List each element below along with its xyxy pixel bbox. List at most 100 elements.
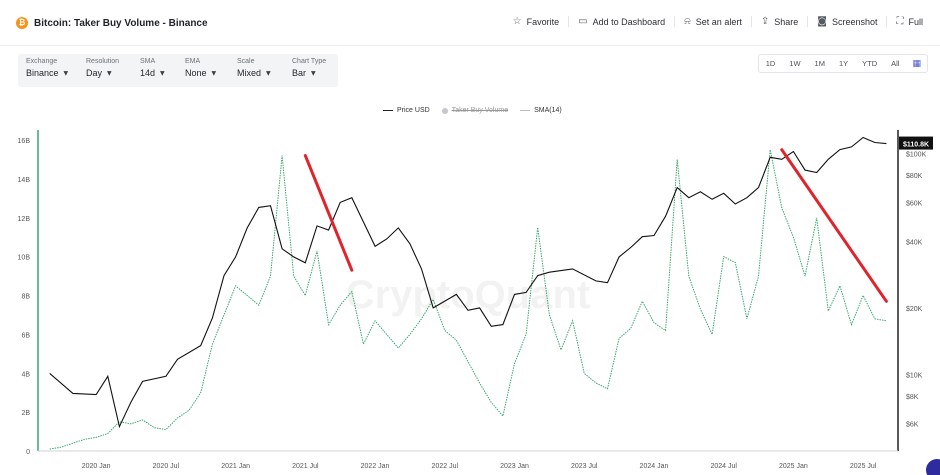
ema-select[interactable]: EMA None ▼ (177, 54, 229, 87)
share-icon: ⇪ (760, 16, 770, 27)
fullscreen-button[interactable]: ⛶ Full (886, 16, 932, 27)
page-title: Bitcoin: Taker Buy Volume - Binance (34, 17, 208, 29)
x-tick-label: 2021 Jul (292, 463, 319, 470)
price-series-line (49, 136, 887, 429)
star-icon: ☆ (512, 16, 522, 27)
range-selector: 1D 1W 1M 1Y YTD All ▦ (757, 54, 928, 73)
x-tick-label: 2024 Jul (710, 463, 737, 470)
chart-type-value: Bar (292, 68, 307, 78)
favorite-button[interactable]: ☆ Favorite (504, 16, 568, 27)
ema-value: None (185, 68, 207, 78)
range-1y-button[interactable]: 1Y (838, 59, 849, 68)
screenshot-label: Screenshot (831, 16, 878, 27)
bell-icon: ⍾ (684, 16, 691, 27)
sma-select[interactable]: SMA 14d ▼ (132, 54, 177, 87)
range-all-button[interactable]: All (891, 59, 900, 68)
dashboard-icon: ▭ (578, 16, 588, 27)
chat-bubble-icon[interactable] (926, 459, 940, 475)
resolution-value: Day (86, 68, 103, 78)
x-tick-label: 2023 Jan (500, 463, 529, 470)
legend-price-label: Price USD (397, 107, 430, 114)
right-tick-label: $100K (906, 151, 927, 158)
scale-select[interactable]: Scale Mixed ▼ (229, 54, 284, 87)
price-badge-bg (899, 136, 933, 150)
screenshot-button[interactable]: ◙ Screenshot (807, 16, 886, 27)
left-tick-label: 0 (26, 449, 30, 456)
x-tick-label: 2020 Jul (153, 463, 180, 470)
sma-series-line (49, 149, 887, 450)
sma-value: 14d (140, 68, 156, 78)
set-alert-label: Set an alert (695, 16, 742, 27)
left-tick-label: 16B (18, 138, 31, 145)
scale-label: Scale (237, 58, 255, 65)
legend-sma[interactable]: SMA(14) (520, 107, 562, 114)
left-tick-label: 10B (18, 255, 31, 262)
camera-icon: ◙ (817, 16, 827, 27)
resolution-select[interactable]: Resolution Day ▼ (78, 54, 132, 87)
calendar-icon[interactable]: ▦ (912, 58, 921, 69)
chevron-down-icon: ▼ (160, 69, 165, 77)
sma-label: SMA (140, 58, 156, 65)
left-tick-label: 12B (18, 216, 31, 223)
legend-sma-swatch (520, 110, 531, 111)
right-tick-label: $80K (906, 173, 923, 180)
chart-plot: CryptoQuant02B4B6B8B10B12B14B16B$6K$8K$1… (18, 130, 933, 470)
chart-controls: Exchange Binance ▼ Resolution Day ▼ SMA 14… (18, 54, 338, 87)
chart-legend: Price USD Taker Buy Volume SMA(14) (383, 107, 562, 114)
x-tick-label: 2022 Jul (432, 463, 459, 470)
scale-value: Mixed (237, 68, 262, 78)
share-button[interactable]: ⇪ Share (750, 16, 807, 27)
price-badge: $110.8K (903, 142, 929, 149)
resolution-label: Resolution (86, 58, 120, 65)
x-tick-label: 2021 Jan (221, 463, 250, 470)
exchange-select[interactable]: Exchange Binance ▼ (18, 54, 78, 87)
legend-price[interactable]: Price USD (383, 107, 430, 114)
right-tick-label: $60K (906, 200, 923, 207)
legend-volume[interactable]: Taker Buy Volume (441, 107, 509, 114)
chart-type-label: Chart Type (292, 58, 327, 65)
right-tick-label: $8K (906, 394, 919, 401)
trend-line (780, 148, 888, 303)
right-tick-label: $40K (906, 239, 923, 246)
legend-volume-swatch (441, 107, 448, 114)
ema-label: EMA (185, 58, 201, 65)
left-tick-label: 4B (21, 371, 30, 378)
set-alert-button[interactable]: ⍾ Set an alert (674, 16, 751, 27)
chevron-down-icon: ▼ (311, 69, 316, 77)
exchange-label: Exchange (26, 58, 58, 65)
x-tick-label: 2023 Jul (571, 463, 598, 470)
title-wrap: ₿ Bitcoin: Taker Buy Volume - Binance (16, 17, 208, 29)
chevron-down-icon: ▼ (107, 69, 112, 77)
range-1m-button[interactable]: 1M (814, 59, 825, 68)
header-actions: ☆ Favorite ▭ Add to Dashboard ⍾ Set an aler… (504, 16, 932, 27)
range-1w-button[interactable]: 1W (789, 59, 801, 68)
left-tick-label: 14B (18, 177, 31, 184)
favorite-label: Favorite (526, 16, 560, 27)
chevron-down-icon: ▼ (63, 69, 69, 77)
chart-type-select[interactable]: Chart Type Bar ▼ (284, 54, 338, 87)
left-tick-label: 2B (21, 410, 30, 417)
left-tick-label: 8B (21, 294, 30, 301)
legend-price-swatch (383, 110, 393, 111)
trend-line (303, 154, 354, 272)
fullscreen-label: Full (908, 16, 923, 27)
bitcoin-logo-icon: ₿ (16, 17, 28, 29)
left-tick-label: 6B (21, 332, 30, 339)
x-tick-label: 2025 Jul (850, 463, 877, 470)
exchange-value: Binance (26, 68, 59, 78)
right-tick-label: $20K (906, 306, 923, 313)
chart-header: ₿ Bitcoin: Taker Buy Volume - Binance ☆ F… (0, 0, 940, 46)
legend-volume-label: Taker Buy Volume (451, 107, 509, 114)
right-tick-label: $6K (906, 421, 919, 428)
right-tick-label: $10K (906, 372, 923, 379)
x-tick-label: 2024 Jan (640, 463, 669, 470)
share-label: Share (774, 16, 799, 27)
chevron-down-icon: ▼ (211, 69, 217, 77)
range-ytd-button[interactable]: YTD (862, 59, 878, 68)
fullscreen-icon: ⛶ (896, 16, 904, 27)
x-tick-label: 2020 Jan (82, 463, 111, 470)
add-to-dashboard-label: Add to Dashboard (592, 16, 666, 27)
range-1d-button[interactable]: 1D (765, 59, 776, 68)
add-to-dashboard-button[interactable]: ▭ Add to Dashboard (568, 16, 674, 27)
x-tick-label: 2022 Jan (361, 463, 390, 470)
